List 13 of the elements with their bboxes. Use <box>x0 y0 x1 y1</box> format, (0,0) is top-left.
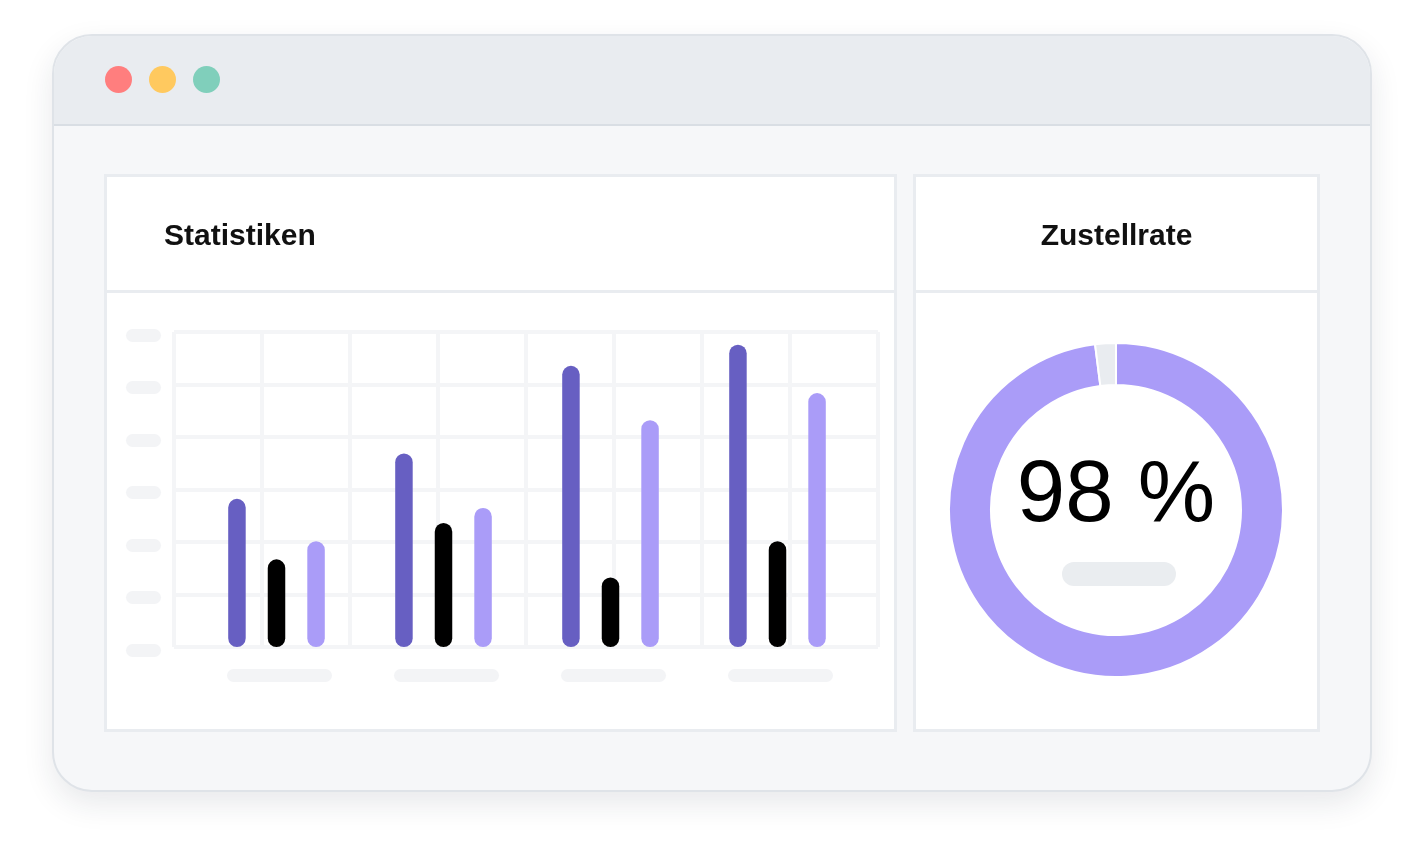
bar <box>562 365 580 647</box>
bar <box>641 420 659 647</box>
bar <box>267 559 286 647</box>
chart-title: Statistiken <box>164 217 316 251</box>
bar <box>307 541 325 647</box>
bar <box>474 507 492 647</box>
bar <box>729 344 747 647</box>
data-label: 98 % <box>1016 441 1216 539</box>
bar <box>395 453 413 647</box>
bar <box>601 577 620 647</box>
chart-title: Zustellrate <box>1040 217 1193 251</box>
bar <box>808 393 826 647</box>
bar <box>228 498 246 647</box>
